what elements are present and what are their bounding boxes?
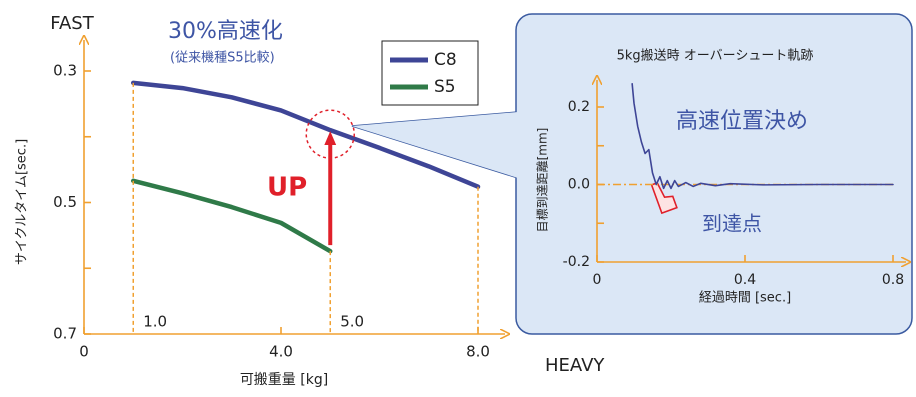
annotation: 30%高速化 [168,19,283,44]
legend-box [381,40,479,106]
annotation: UP [267,173,307,203]
x-tick-label: 8.0 [466,343,490,361]
y-tick-label: -0.2 [563,254,590,270]
inset-title: 5kg搬送時 オーバーシュート軌跡 [617,48,814,64]
guide-label: 1.0 [143,313,167,331]
y-axis-label: サイクルタイム[sec.] [15,139,30,265]
series-line [131,178,333,254]
legend-label: C8 [434,50,457,70]
series-line [631,82,894,190]
annotation: 到達点 [702,212,762,236]
y-tick-label: 0.0 [568,177,590,193]
series-line [131,80,481,189]
x-axis-label: 可搬重量 [kg] [240,372,328,388]
annotation: 高速位置決め [676,109,808,134]
x-tick-label: 0.8 [882,272,904,288]
x-tick-label: 0 [593,272,602,288]
y-tick-label: 0.7 [53,325,77,343]
annotation: FAST [50,13,94,34]
x-tick-label: 4.0 [269,343,293,361]
guide-label: 5.0 [340,313,364,331]
x-axis-label: 経過時間 [sec.] [699,291,791,306]
y-tick-label: 0.3 [53,62,77,80]
y-tick-label: 0.2 [568,99,590,115]
y-tick-label: 0.5 [53,193,77,211]
y-axis-label: 目標到達距離[mm] [536,128,550,233]
annotation: (従来機種S5比較) [170,50,275,66]
callout-fill [352,112,518,178]
x-tick-label: 0.4 [734,272,756,288]
x-tick-label: 0 [79,343,89,361]
legend-label: S5 [434,77,456,97]
highlight-circle [305,109,355,159]
annotation: HEAVY [545,355,605,376]
